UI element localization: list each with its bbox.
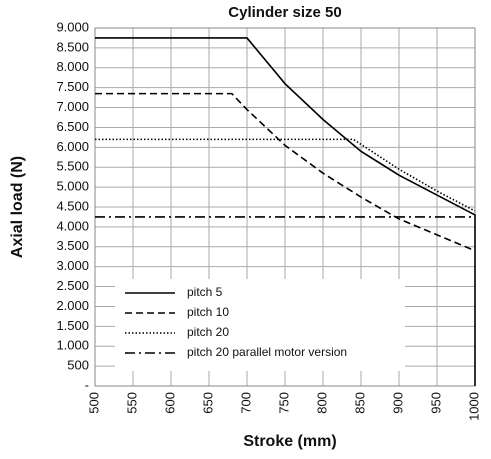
y-tick-label: 4.000 [56,218,89,233]
y-tick-label: 3.500 [56,238,89,253]
legend-label: pitch 20 [187,325,229,339]
x-tick-label: 500 [86,392,101,414]
x-tick-label: 750 [276,392,291,414]
x-tick-label: 1000 [466,392,481,421]
y-tick-label: - [85,377,89,392]
y-tick-label: 9.000 [56,19,89,34]
x-tick-label: 600 [162,392,177,414]
series-line [95,92,476,252]
x-tick-label: 800 [314,392,329,414]
y-tick-label: 1.500 [56,318,89,333]
y-tick-label: 5.500 [56,159,89,174]
x-tick-label: 850 [352,392,367,414]
y-tick-label: 8.000 [56,59,89,74]
y-tick-label: 4.500 [56,198,89,213]
legend-label: pitch 20 parallel motor version [187,345,347,359]
y-tick-label: 8.500 [56,39,89,54]
legend-box [115,279,405,371]
y-tick-label: 7.000 [56,99,89,114]
y-tick-label: 6.000 [56,139,89,154]
y-axis-title: Axial load (N) [9,156,26,258]
y-tick-label: 3.000 [56,258,89,273]
x-tick-label: 650 [200,392,215,414]
chart-title: Cylinder size 50 [228,4,341,21]
legend-label: pitch 10 [187,305,229,319]
y-tick-label: 5.000 [56,179,89,194]
y-tick-label: 1.000 [56,338,89,353]
x-tick-label: 700 [238,392,253,414]
y-tick-label: 2.000 [56,298,89,313]
x-tick-label: 900 [390,392,405,414]
x-axis-title: Stroke (mm) [243,433,336,450]
legend-label: pitch 5 [187,285,223,299]
x-tick-label: 550 [124,392,139,414]
series-line [95,37,476,386]
y-tick-label: 2.500 [56,278,89,293]
x-tick-label: 950 [428,392,443,414]
series-line [95,138,476,212]
plot-border [94,27,476,387]
y-tick-label: 7.500 [56,79,89,94]
y-tick-label: 500 [67,358,89,373]
y-tick-label: 6.500 [56,119,89,134]
